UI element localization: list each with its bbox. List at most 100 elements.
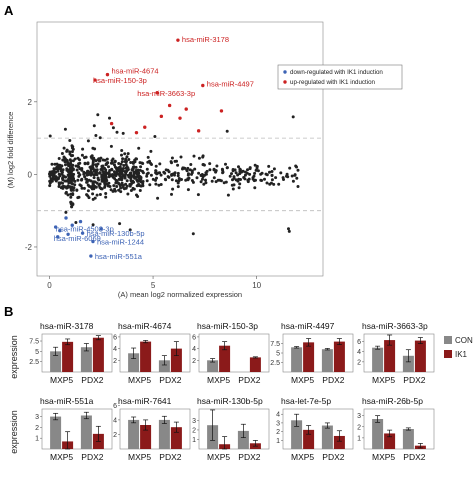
scatter-point bbox=[110, 161, 114, 165]
scatter-point bbox=[112, 170, 116, 174]
bar-panel-title: hsa-miR-4497 bbox=[281, 321, 335, 331]
scatter-point bbox=[296, 168, 300, 172]
scatter-point bbox=[64, 163, 67, 167]
scatter-point bbox=[179, 155, 183, 159]
scatter-point bbox=[80, 186, 84, 190]
scatter-point bbox=[77, 174, 81, 178]
bar-y-tick-label: 2 bbox=[276, 429, 280, 436]
bar-panel-title: hsa-miR-7641 bbox=[118, 396, 172, 406]
legend-box bbox=[277, 64, 403, 90]
volcano-plot-frame bbox=[36, 21, 324, 277]
x-tick-label: 0 bbox=[47, 281, 52, 290]
scatter-point bbox=[149, 161, 152, 165]
scatter-point bbox=[107, 171, 111, 174]
scatter-point bbox=[94, 134, 98, 137]
scatter-point bbox=[274, 176, 278, 180]
scatter-point bbox=[129, 179, 133, 183]
scatter-point bbox=[61, 178, 65, 182]
scatter-point bbox=[239, 170, 243, 174]
scatter-point bbox=[60, 172, 64, 176]
scatter-point bbox=[114, 181, 118, 185]
scatter-point bbox=[125, 155, 129, 159]
bar-y-tick-label: 4 bbox=[357, 349, 361, 356]
bar-y-tick-label: 7.5 bbox=[29, 339, 39, 346]
scatter-point bbox=[77, 165, 81, 169]
scatter-point bbox=[170, 161, 173, 165]
bar-ik1 bbox=[219, 345, 231, 372]
scatter-point bbox=[92, 176, 96, 180]
scatter-point bbox=[64, 210, 68, 214]
scatter-point bbox=[176, 163, 180, 167]
scatter-point bbox=[131, 187, 135, 191]
scatter-point bbox=[120, 149, 124, 152]
scatter-point bbox=[98, 182, 102, 186]
bar-panel-title: hsa-miR-26b-5p bbox=[362, 396, 423, 406]
bar-con bbox=[321, 425, 333, 449]
volcano-x-axis-title: (A) mean log2 normalized expression bbox=[118, 290, 242, 299]
scatter-point bbox=[50, 173, 54, 177]
scatter-point bbox=[238, 182, 242, 186]
scatter-point bbox=[228, 174, 232, 178]
bar-con bbox=[291, 420, 303, 449]
scatter-point bbox=[170, 173, 174, 177]
scatter-point bbox=[291, 179, 295, 183]
condition-legend: CON IK1 bbox=[444, 336, 473, 359]
bar-con bbox=[128, 419, 140, 449]
scatter-point bbox=[92, 180, 96, 184]
scatter-point bbox=[94, 159, 98, 163]
scatter-point bbox=[77, 162, 81, 166]
scatter-point bbox=[73, 179, 77, 183]
scatter-point bbox=[137, 146, 141, 150]
scatter-point bbox=[201, 163, 205, 167]
bar-y-tick-label: 3 bbox=[35, 414, 39, 421]
scatter-point bbox=[95, 193, 99, 197]
scatter-point bbox=[181, 166, 185, 170]
scatter-point bbox=[117, 162, 121, 165]
scatter-point bbox=[149, 173, 153, 177]
scatter-point bbox=[91, 146, 95, 150]
scatter-point bbox=[252, 174, 256, 178]
bar-y-tick-label: 6 bbox=[357, 339, 361, 346]
scatter-point bbox=[104, 195, 108, 199]
scatter-point bbox=[170, 192, 173, 196]
scatter-point bbox=[86, 189, 90, 193]
bar-y-tick-label: 1 bbox=[192, 437, 196, 444]
scatter-point bbox=[139, 177, 143, 181]
scatter-point bbox=[281, 176, 285, 180]
scatter-point bbox=[277, 182, 281, 186]
down-regulated-point bbox=[64, 216, 68, 220]
up-gene-label: hsa-miR-4497 bbox=[207, 80, 254, 89]
scatter-point bbox=[91, 160, 95, 164]
scatter-point bbox=[74, 221, 78, 224]
scatter-point bbox=[53, 162, 57, 166]
scatter-point bbox=[111, 126, 115, 130]
bar-con bbox=[402, 429, 414, 449]
scatter-point bbox=[105, 157, 109, 161]
down-regulated-point bbox=[78, 219, 83, 224]
scatter-point bbox=[70, 205, 74, 209]
scatter-point bbox=[195, 176, 199, 180]
bar-ik1 bbox=[92, 337, 104, 372]
scatter-point bbox=[219, 179, 223, 183]
scatter-point bbox=[84, 177, 88, 181]
down-regulated-point bbox=[91, 239, 95, 244]
scatter-point bbox=[76, 196, 80, 200]
down-regulated-point bbox=[53, 225, 58, 229]
bar-group-label: MXP5 bbox=[291, 375, 314, 385]
volcano-y-axis-title: (M) log2 fold difference bbox=[6, 112, 15, 189]
scatter-point bbox=[80, 168, 84, 172]
bar-ik1 bbox=[303, 429, 315, 449]
bar-panel: hsa-miR-4497 2.5 5 7.5 MXP5 PDX2 bbox=[270, 321, 354, 385]
scatter-point bbox=[129, 161, 133, 164]
scatter-point bbox=[296, 185, 300, 188]
scatter-point bbox=[155, 172, 159, 176]
scatter-point bbox=[135, 184, 139, 188]
scatter-point bbox=[92, 124, 96, 128]
scatter-point bbox=[260, 171, 264, 175]
bar-con bbox=[80, 415, 92, 449]
scatter-point bbox=[270, 170, 274, 173]
scatter-point bbox=[176, 171, 180, 175]
bar-panel: hsa-miR-150-3p 2 4 6 MXP5 PDX2 bbox=[192, 321, 270, 385]
scatter-point bbox=[65, 168, 69, 172]
scatter-point bbox=[133, 158, 137, 162]
